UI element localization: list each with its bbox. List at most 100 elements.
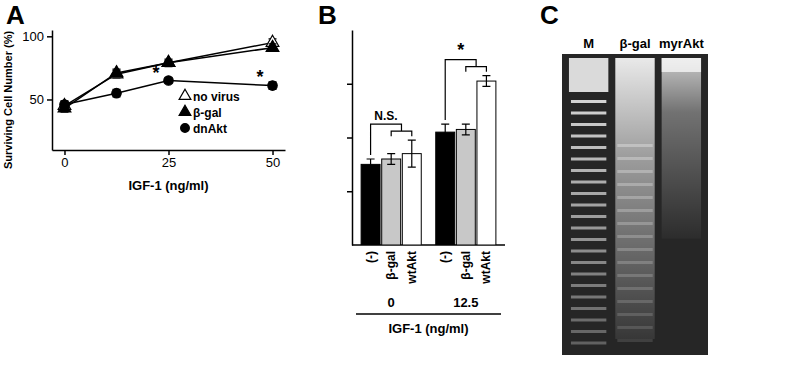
error-bar: [367, 159, 375, 170]
gel-band: [571, 330, 606, 333]
gel-band: [617, 235, 652, 238]
gel-band: [571, 215, 606, 218]
gel-smear: [662, 58, 701, 239]
gel-band: [571, 296, 606, 299]
marker: [162, 56, 175, 67]
gel-band: [571, 261, 606, 264]
annotation: N.S.: [374, 109, 397, 123]
panel: B(-)β-galwtAkt0(-)β-galwtAkt12.5IGF-1 (n…: [318, 0, 505, 336]
gel-band: [571, 100, 606, 103]
annotation: *: [153, 63, 160, 83]
tick: 0: [61, 150, 68, 170]
tick: [347, 138, 352, 139]
bar-label: (-): [438, 251, 452, 263]
panel: A0255050100IGF-1 (ng/ml)Surviving Cell N…: [2, 0, 286, 193]
gel: [562, 54, 708, 355]
gel-band: [571, 123, 606, 126]
bar: [477, 81, 496, 245]
gel-band: [617, 339, 652, 342]
tick-label: 25: [162, 155, 176, 170]
panel-label: B: [318, 0, 337, 30]
gel-band: [571, 158, 606, 161]
gel-band: [571, 169, 606, 172]
panel-label: C: [540, 0, 559, 30]
bar-label: β-gal: [459, 251, 473, 280]
gel-lane: [615, 58, 654, 342]
error-bar: [408, 140, 416, 167]
tick-label: 50: [30, 92, 44, 107]
gel-band: [617, 248, 652, 251]
gel-band: [617, 183, 652, 186]
error-bar: [112, 89, 120, 97]
marker: [110, 66, 123, 77]
lane-label: myrAkt: [659, 36, 704, 51]
panel-label: A: [6, 0, 25, 30]
marker: [266, 40, 279, 51]
error-bar: [441, 124, 449, 140]
category-label: 0: [388, 295, 395, 310]
gel-band: [571, 319, 606, 322]
error-bar: [60, 101, 68, 109]
legend-marker: [179, 89, 191, 99]
figure: A0255050100IGF-1 (ng/ml)Surviving Cell N…: [0, 0, 800, 365]
lane-label: M: [583, 36, 594, 51]
tick: [347, 84, 352, 85]
group-separator: [356, 313, 501, 315]
panel: C Mβ-gal myrAkt: [540, 0, 708, 355]
gel-band: [617, 326, 652, 329]
tick: 100: [22, 29, 52, 44]
legend-marker: [181, 124, 190, 133]
bar: [361, 164, 380, 245]
gel-band: [571, 181, 606, 184]
gel-band: [571, 342, 606, 345]
gel-band: [617, 313, 652, 316]
bar: [436, 132, 455, 245]
annotation: *: [257, 67, 264, 87]
marker: [162, 56, 175, 67]
tick: 25: [162, 150, 176, 170]
tick-mark: [347, 84, 352, 86]
annotation: *: [457, 40, 464, 60]
gel-band: [571, 284, 606, 287]
axis: 0 25 50: [53, 150, 286, 170]
gel-band: [617, 209, 652, 212]
gel-band: [571, 227, 606, 230]
x-axis-title: IGF-1 (ng/ml): [128, 178, 208, 193]
gel-band: [617, 144, 652, 147]
marker: [60, 100, 69, 109]
tick-label: 0: [61, 155, 68, 170]
gel-band: [571, 273, 606, 276]
gel-well: [662, 58, 701, 72]
gel-band: [617, 222, 652, 225]
axis: 50 100: [22, 29, 52, 151]
lane-label: β-gal: [619, 36, 650, 51]
gel-band: [571, 112, 606, 115]
gel-band: [617, 196, 652, 199]
tick-mark: [347, 191, 352, 193]
tick: [347, 191, 352, 192]
tick-label: 50: [266, 155, 280, 170]
bar-label: wtAkt: [405, 251, 419, 285]
gel-band: [617, 261, 652, 264]
gel-lane: [569, 58, 608, 345]
error-bar: [482, 76, 490, 87]
marker: [164, 76, 173, 85]
legend-label: β-gal: [193, 106, 222, 120]
gel-lane: [662, 58, 701, 239]
gel-band: [571, 135, 606, 138]
gel-band: [617, 300, 652, 303]
tick-mark: [47, 36, 52, 38]
bracket: [371, 124, 412, 155]
tick-label: 100: [22, 29, 44, 44]
bar-label: wtAkt: [479, 251, 493, 285]
marker: [112, 88, 121, 97]
bar-label: (-): [364, 251, 378, 263]
gel-band: [571, 250, 606, 253]
marker: [268, 81, 277, 90]
gel-band: [617, 287, 652, 290]
tick-mark: [347, 137, 352, 139]
bar-label: β-gal: [384, 251, 398, 280]
plot-area: [361, 76, 496, 245]
legend-marker: [179, 105, 191, 115]
error-bar: [387, 154, 395, 165]
